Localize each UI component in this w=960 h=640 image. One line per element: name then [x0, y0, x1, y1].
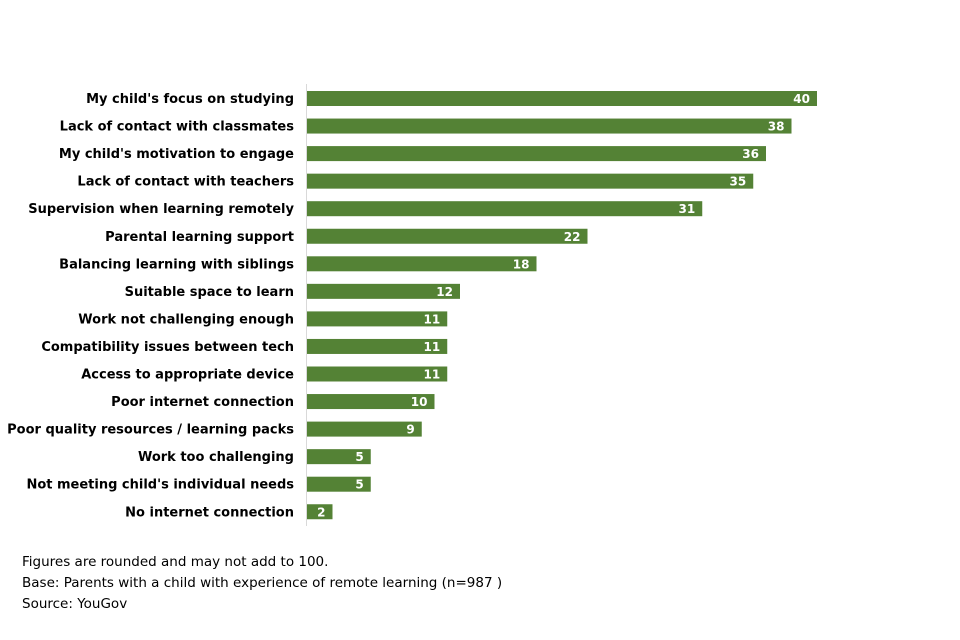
category-label: Lack of contact with classmates [60, 120, 295, 135]
category-label: No internet connection [125, 505, 294, 520]
value-label: 2 [317, 505, 325, 519]
bar [307, 476, 371, 492]
category-label: Lack of contact with teachers [77, 175, 294, 190]
bar [307, 118, 792, 134]
bar [307, 394, 435, 410]
rounding-note: Figures are rounded and may not add to 1… [22, 554, 329, 570]
bar [307, 449, 371, 465]
value-label: 10 [411, 395, 428, 409]
category-label: Parental learning support [105, 230, 294, 245]
value-label: 18 [513, 257, 530, 271]
bar [307, 338, 448, 354]
bar [307, 256, 537, 272]
bar [307, 146, 766, 162]
value-label: 9 [406, 423, 414, 437]
value-label: 11 [424, 312, 441, 326]
bar [307, 366, 448, 382]
category-label: Access to appropriate device [81, 368, 294, 383]
category-label: Poor quality resources / learning packs [7, 423, 294, 438]
category-label: Not meeting child's individual needs [26, 478, 294, 493]
value-label: 5 [355, 478, 363, 492]
category-label: Compatibility issues between tech [41, 340, 294, 355]
category-label: Work not challenging enough [78, 312, 294, 327]
category-label: Work too challenging [138, 450, 294, 465]
bar [307, 91, 817, 106]
category-label: Balancing learning with siblings [59, 257, 294, 272]
base-note: Base: Parents with a child with experien… [22, 575, 503, 591]
value-label: 38 [768, 120, 785, 134]
bar [307, 173, 754, 189]
bars-group: My child's focus on studying 40 Lack of co… [7, 91, 817, 520]
bar [307, 421, 422, 437]
bar [307, 504, 333, 520]
category-label: Poor internet connection [111, 395, 294, 410]
category-label: My child's focus on studying [86, 92, 294, 107]
chart-notes: Figures are rounded and may not add to 1… [22, 552, 502, 615]
value-label: 11 [424, 368, 441, 382]
value-label: 36 [742, 147, 759, 161]
bar [307, 228, 588, 244]
value-label: 35 [730, 175, 747, 189]
category-label: Supervision when learning remotely [28, 202, 294, 217]
value-label: 31 [679, 202, 696, 216]
value-label: 12 [436, 285, 453, 299]
value-label: 5 [355, 450, 363, 464]
value-label: 40 [793, 92, 810, 106]
bar-chart: My child's focus on studying 40 Lack of co… [7, 84, 817, 526]
bar [307, 201, 703, 217]
value-label: 11 [424, 340, 441, 354]
category-label: My child's motivation to engage [59, 147, 294, 162]
bar [307, 283, 460, 299]
bar [307, 311, 448, 327]
category-label: Suitable space to learn [125, 285, 294, 300]
value-label: 22 [564, 230, 581, 244]
source-note: Source: YouGov [22, 596, 128, 612]
